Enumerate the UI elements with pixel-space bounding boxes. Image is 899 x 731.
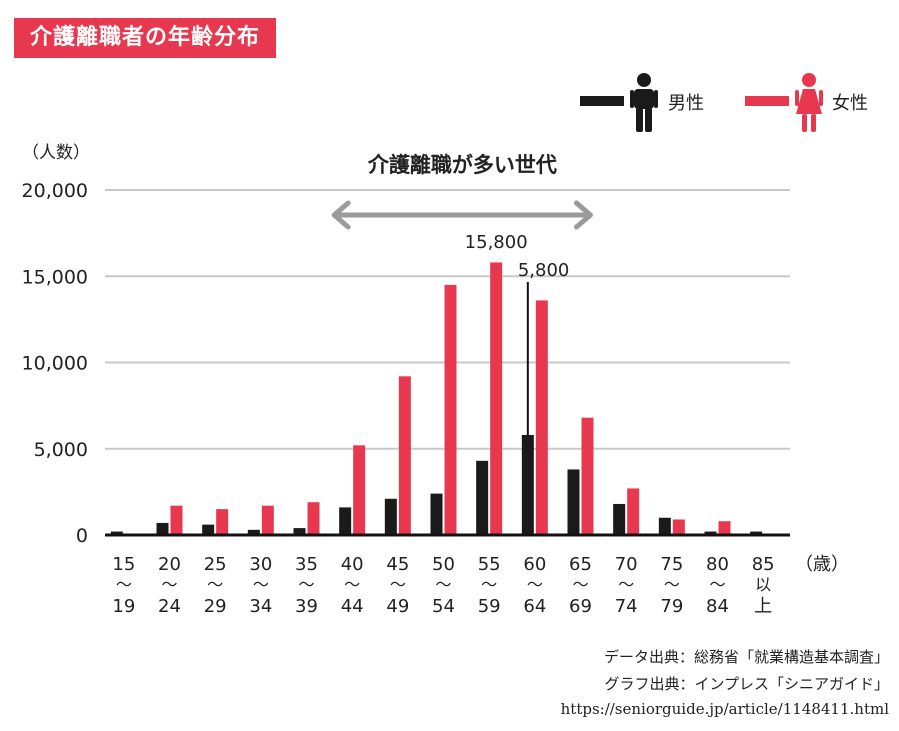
female-peak-label: 15,800 <box>465 232 528 253</box>
y-tick-label: 20,000 <box>22 180 88 202</box>
x-tick-label-start: 65 <box>569 554 592 575</box>
x-tick-label-mid: 〜 <box>253 575 269 594</box>
female-figure-icon <box>795 73 823 132</box>
bar-male <box>384 498 397 535</box>
x-tick-label-mid: 〜 <box>298 575 314 594</box>
bar-male <box>156 522 169 535</box>
x-tick-label-mid: 〜 <box>572 575 588 594</box>
bar-female <box>398 376 411 535</box>
male-figure-icon <box>630 73 658 132</box>
bar-female <box>307 502 320 535</box>
bar-male <box>750 531 763 535</box>
male-peak-label: 5,800 <box>518 260 570 281</box>
bar-male <box>430 493 443 535</box>
x-tick-label-mid: 以 <box>755 575 771 594</box>
bar-female <box>261 505 274 535</box>
x-tick-label-mid: 〜 <box>527 575 543 594</box>
bar-male <box>658 517 671 535</box>
x-tick-label-start: 55 <box>478 554 501 575</box>
bar-female <box>216 509 229 535</box>
bar-male <box>613 503 626 535</box>
y-tick-label: 5,000 <box>34 439 88 461</box>
range-arrow-right-head <box>574 200 593 230</box>
bar-female <box>627 488 640 535</box>
x-tick-label-start: 20 <box>158 554 181 575</box>
x-tick-label-end: 39 <box>295 596 318 617</box>
source-data-line: データ出典：総務省「就業構造基本調査」 <box>603 648 889 666</box>
bar-female <box>353 445 366 535</box>
legend-swatch-female <box>745 96 789 106</box>
y-tick-label: 15,000 <box>22 266 88 288</box>
x-tick-label-start: 15 <box>112 554 135 575</box>
x-tick-label-end: 69 <box>569 596 592 617</box>
x-tick-label-end: 24 <box>158 596 181 617</box>
y-tick-label: 10,000 <box>22 353 88 375</box>
x-tick-label-start: 80 <box>706 554 729 575</box>
bar-female <box>444 284 457 535</box>
legend: 男性 女性 <box>580 72 890 132</box>
x-tick-label-start: 60 <box>523 554 546 575</box>
bar-male <box>339 507 352 535</box>
bar-female <box>535 300 548 535</box>
x-tick-label-end: 上 <box>754 596 772 617</box>
x-tick-label-end: 49 <box>386 596 409 617</box>
x-tick-label-mid: 〜 <box>435 575 451 594</box>
x-tick-label-end: 44 <box>341 596 364 617</box>
x-tick-label-end: 74 <box>615 596 638 617</box>
x-tick-label-start: 50 <box>432 554 455 575</box>
bar-male <box>110 531 123 535</box>
source-url: https://seniorguide.jp/article/1148411.h… <box>560 700 889 718</box>
bar-male <box>202 524 215 535</box>
x-tick-label-mid: 〜 <box>390 575 406 594</box>
legend-label-male: 男性 <box>668 93 704 114</box>
x-tick-label-end: 34 <box>249 596 272 617</box>
x-tick-label-end: 29 <box>204 596 227 617</box>
y-axis-unit-label: （人数） <box>22 143 90 163</box>
bar-female <box>490 262 503 535</box>
bar-male <box>704 531 717 535</box>
x-tick-label-end: 19 <box>112 596 135 617</box>
x-tick-label-start: 70 <box>615 554 638 575</box>
bar-male <box>293 528 306 535</box>
x-tick-label-mid: 〜 <box>664 575 680 594</box>
bar-female <box>718 521 731 535</box>
y-tick-label: 0 <box>76 525 88 547</box>
x-tick-label-mid: 〜 <box>344 575 360 594</box>
x-tick-label-start: 30 <box>249 554 272 575</box>
x-tick-label-mid: 〜 <box>161 575 177 594</box>
x-tick-label-start: 75 <box>660 554 683 575</box>
source-graph-line: グラフ出典：インプレス「シニアガイド」 <box>604 675 889 693</box>
bar-male <box>521 434 534 535</box>
x-tick-label-start: 40 <box>341 554 364 575</box>
x-tick-label-mid: 〜 <box>709 575 725 594</box>
x-tick-label-start: 45 <box>386 554 409 575</box>
bar-female <box>581 417 594 535</box>
x-tick-label-mid: 〜 <box>481 575 497 594</box>
legend-swatch-male <box>580 96 624 106</box>
x-axis-unit-label: （歳） <box>795 554 849 575</box>
x-tick-label-end: 64 <box>523 596 546 617</box>
x-tick-label-mid: 〜 <box>116 575 132 594</box>
bar-male <box>247 529 260 535</box>
x-tick-label-end: 79 <box>660 596 683 617</box>
x-tick-label-start: 25 <box>204 554 227 575</box>
range-annotation-label: 介護離職が多い世代 <box>367 153 557 177</box>
x-tick-label-end: 84 <box>706 596 729 617</box>
bar-male <box>567 469 580 535</box>
bar-male <box>476 460 489 535</box>
bar-female <box>672 519 685 535</box>
chart-title: 介護離職者の年齢分布 <box>14 18 277 58</box>
x-tick-label-start: 85 <box>752 554 775 575</box>
x-tick-label-start: 35 <box>295 554 318 575</box>
x-tick-label-mid: 〜 <box>618 575 634 594</box>
legend-label-female: 女性 <box>832 93 868 114</box>
range-arrow-left-head <box>331 200 351 230</box>
x-tick-label-end: 54 <box>432 596 455 617</box>
x-tick-label-mid: 〜 <box>207 575 223 594</box>
bar-female <box>170 505 183 535</box>
x-tick-label-end: 59 <box>478 596 501 617</box>
